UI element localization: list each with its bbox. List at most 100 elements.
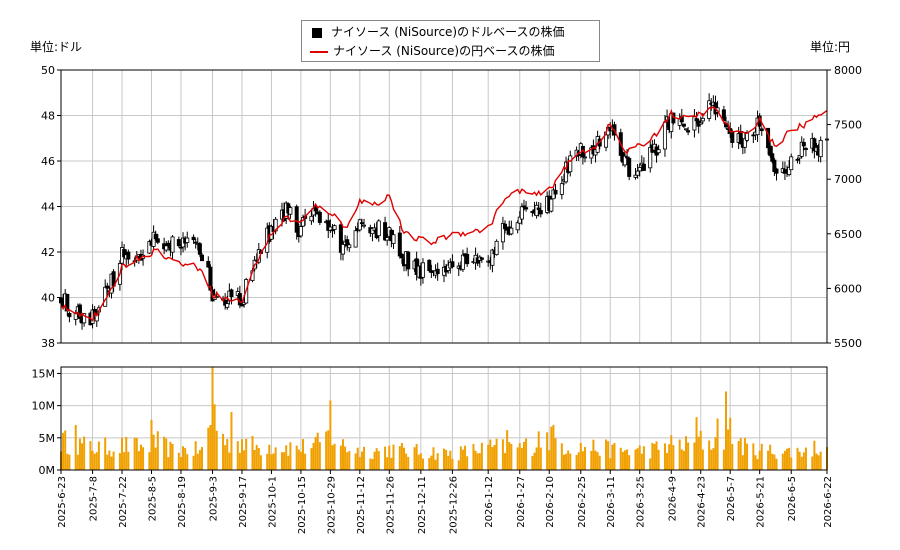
volume-bar (605, 439, 608, 470)
volume-bar (583, 447, 586, 470)
volume-bar (224, 445, 227, 470)
volume-bar (640, 453, 643, 470)
candle-down (479, 257, 484, 260)
candle-down (105, 285, 110, 289)
volume-bar (451, 458, 454, 470)
volume-bar (137, 451, 140, 470)
volume-bar (125, 436, 128, 470)
volume-bar (255, 444, 258, 470)
candle-down (435, 268, 440, 275)
volume-bar (685, 436, 688, 470)
volume-bar (443, 448, 445, 470)
volume-bar (354, 453, 357, 470)
volume-bar (299, 451, 302, 470)
volume-bars (60, 367, 828, 470)
volume-bar (520, 447, 523, 470)
volume-bar (207, 427, 210, 470)
candle-down (772, 159, 777, 173)
volume-bar (724, 391, 727, 470)
volume-bar (567, 450, 570, 470)
volume-bar (97, 441, 100, 470)
volume-bar (415, 443, 418, 470)
volume-bar (594, 450, 597, 470)
volume-bar (697, 436, 700, 470)
candle-down (686, 130, 691, 133)
volume-bar (213, 404, 216, 470)
volume-bar (341, 439, 344, 470)
candle-up (698, 122, 703, 125)
volume-bar (788, 447, 791, 470)
jpy-series-line (60, 106, 828, 322)
volume-bar (304, 453, 307, 470)
volume-bar (314, 437, 317, 470)
volume-bar (472, 444, 475, 470)
volume-bar (81, 443, 84, 470)
left-axis-tick-label: 44 (41, 201, 55, 214)
candle-down (397, 232, 402, 257)
volume-bar (211, 367, 214, 470)
volume-bar (400, 442, 403, 470)
candle-down (153, 233, 158, 240)
volume-bar (457, 460, 460, 470)
volume-bar (106, 454, 109, 470)
volume-bar (297, 449, 300, 470)
volume-bar (369, 458, 372, 470)
x-axis-tick-label: 2025-10-1 (267, 476, 278, 528)
volume-bar (525, 438, 528, 470)
volume-bar (800, 456, 803, 470)
volume-bar (316, 432, 319, 470)
volume-bar (312, 442, 315, 470)
candle-up (151, 231, 156, 247)
volume-bar (270, 454, 273, 470)
candle-up (147, 241, 152, 254)
candle-down (465, 253, 470, 265)
volume-axis-tick-label: 0M (39, 464, 56, 477)
candle-down (126, 251, 131, 260)
candle-up (648, 146, 653, 169)
volume-bar (228, 452, 231, 470)
legend-candle-swatch (312, 27, 322, 38)
volume-bar (480, 442, 483, 470)
volume-bar (783, 450, 786, 470)
candle-down (155, 238, 160, 243)
candle-down (199, 254, 204, 262)
volume-bar (449, 450, 452, 470)
volume-bar (487, 444, 490, 470)
volume-bar (638, 445, 641, 470)
volume-bar (95, 452, 98, 470)
x-axis-tick-label: 2025-6-23 (57, 476, 68, 528)
volume-bar (371, 459, 374, 470)
candle-up (742, 138, 747, 148)
candle-down (223, 299, 228, 306)
volume-bar (531, 456, 534, 470)
left-axis-tick-label: 48 (41, 110, 55, 123)
volume-bar (716, 418, 719, 470)
volume-bar (501, 439, 504, 470)
volume-bar (760, 443, 763, 470)
x-axis-tick-label: 2025-7-22 (118, 476, 129, 528)
volume-bar (510, 443, 513, 470)
volume-bar (653, 443, 656, 470)
candle-down (524, 207, 529, 210)
volume-bar (64, 430, 67, 470)
candle-down (627, 157, 632, 177)
volume-bar (611, 444, 614, 470)
volume-bar (708, 440, 711, 470)
volume-bar (66, 453, 69, 470)
volume-bar (613, 442, 616, 470)
candle-up (568, 155, 573, 173)
volume-bar (773, 454, 776, 470)
volume-bar (325, 431, 328, 470)
x-axis-tick-label: 2025-11-12 (356, 476, 367, 534)
candle-down (774, 168, 779, 174)
candle-down (77, 304, 82, 319)
volume-bar (344, 446, 347, 470)
candle-up (517, 216, 522, 224)
volume-bar (581, 451, 584, 470)
candle-up (534, 204, 539, 217)
volume-bar (413, 447, 416, 470)
candle-up (103, 286, 108, 307)
volume-bar (215, 430, 218, 470)
volume-bar (240, 439, 243, 470)
x-axis-tick-label: 2026-4-23 (697, 476, 708, 528)
